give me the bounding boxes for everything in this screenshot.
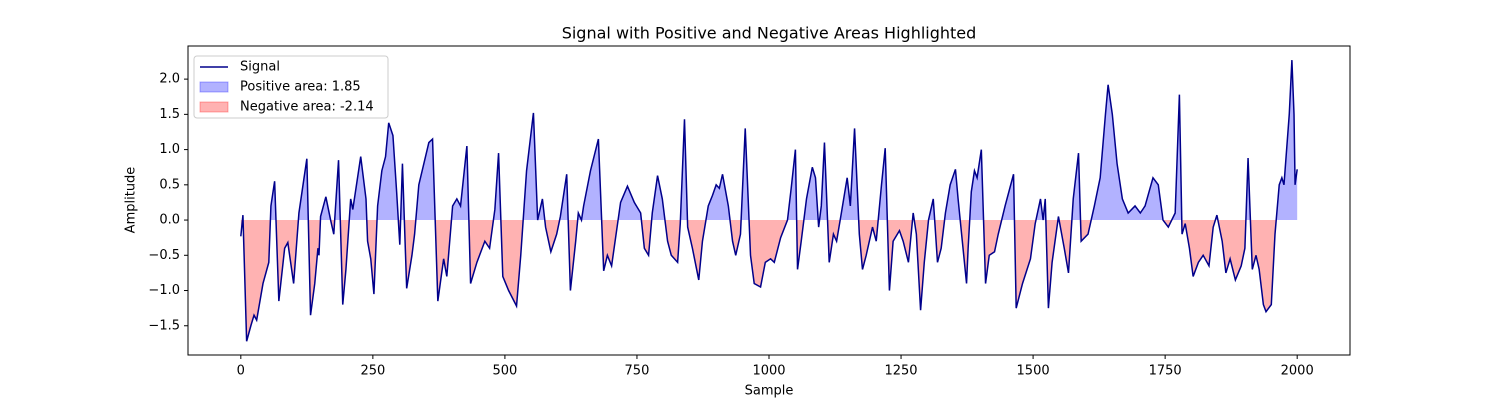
legend-box: [193, 55, 389, 119]
y-axis-label: Amplitude: [124, 167, 139, 234]
x-tick-label: 750: [625, 364, 650, 379]
x-tick-label: 1250: [884, 364, 917, 379]
legend-label: Signal: [240, 60, 280, 75]
legend-swatch: [199, 81, 229, 93]
x-axis-label: Sample: [745, 384, 794, 399]
x-tick-label: 1750: [1149, 364, 1182, 379]
chart-title: Signal with Positive and Negative Areas …: [562, 24, 977, 43]
x-tick-label: 2000: [1281, 364, 1314, 379]
x-tick-label: 250: [360, 364, 385, 379]
legend-label: Negative area: -2.14: [240, 100, 374, 115]
y-tick-label: −1.0: [148, 283, 180, 298]
signal-line: [240, 60, 1298, 342]
area-fill: [242, 60, 1298, 221]
y-tick-label: −1.5: [148, 318, 180, 333]
area-fill: [240, 220, 1298, 342]
y-tick-label: 1.5: [159, 107, 180, 122]
legend-swatch: [199, 101, 229, 113]
x-tick-label: 500: [492, 364, 517, 379]
y-tick-label: 1.0: [159, 142, 180, 157]
y-tick-label: 0.0: [159, 213, 180, 228]
x-tick-label: 1000: [752, 364, 785, 379]
x-tick-label: 1500: [1017, 364, 1050, 379]
legend-label: Positive area: 1.85: [240, 80, 361, 95]
x-tick-label: 0: [237, 364, 245, 379]
y-tick-label: 2.0: [159, 72, 180, 87]
y-tick-label: 0.5: [159, 177, 180, 192]
y-tick-label: −0.5: [148, 248, 180, 263]
plot-frame: [187, 45, 1351, 356]
